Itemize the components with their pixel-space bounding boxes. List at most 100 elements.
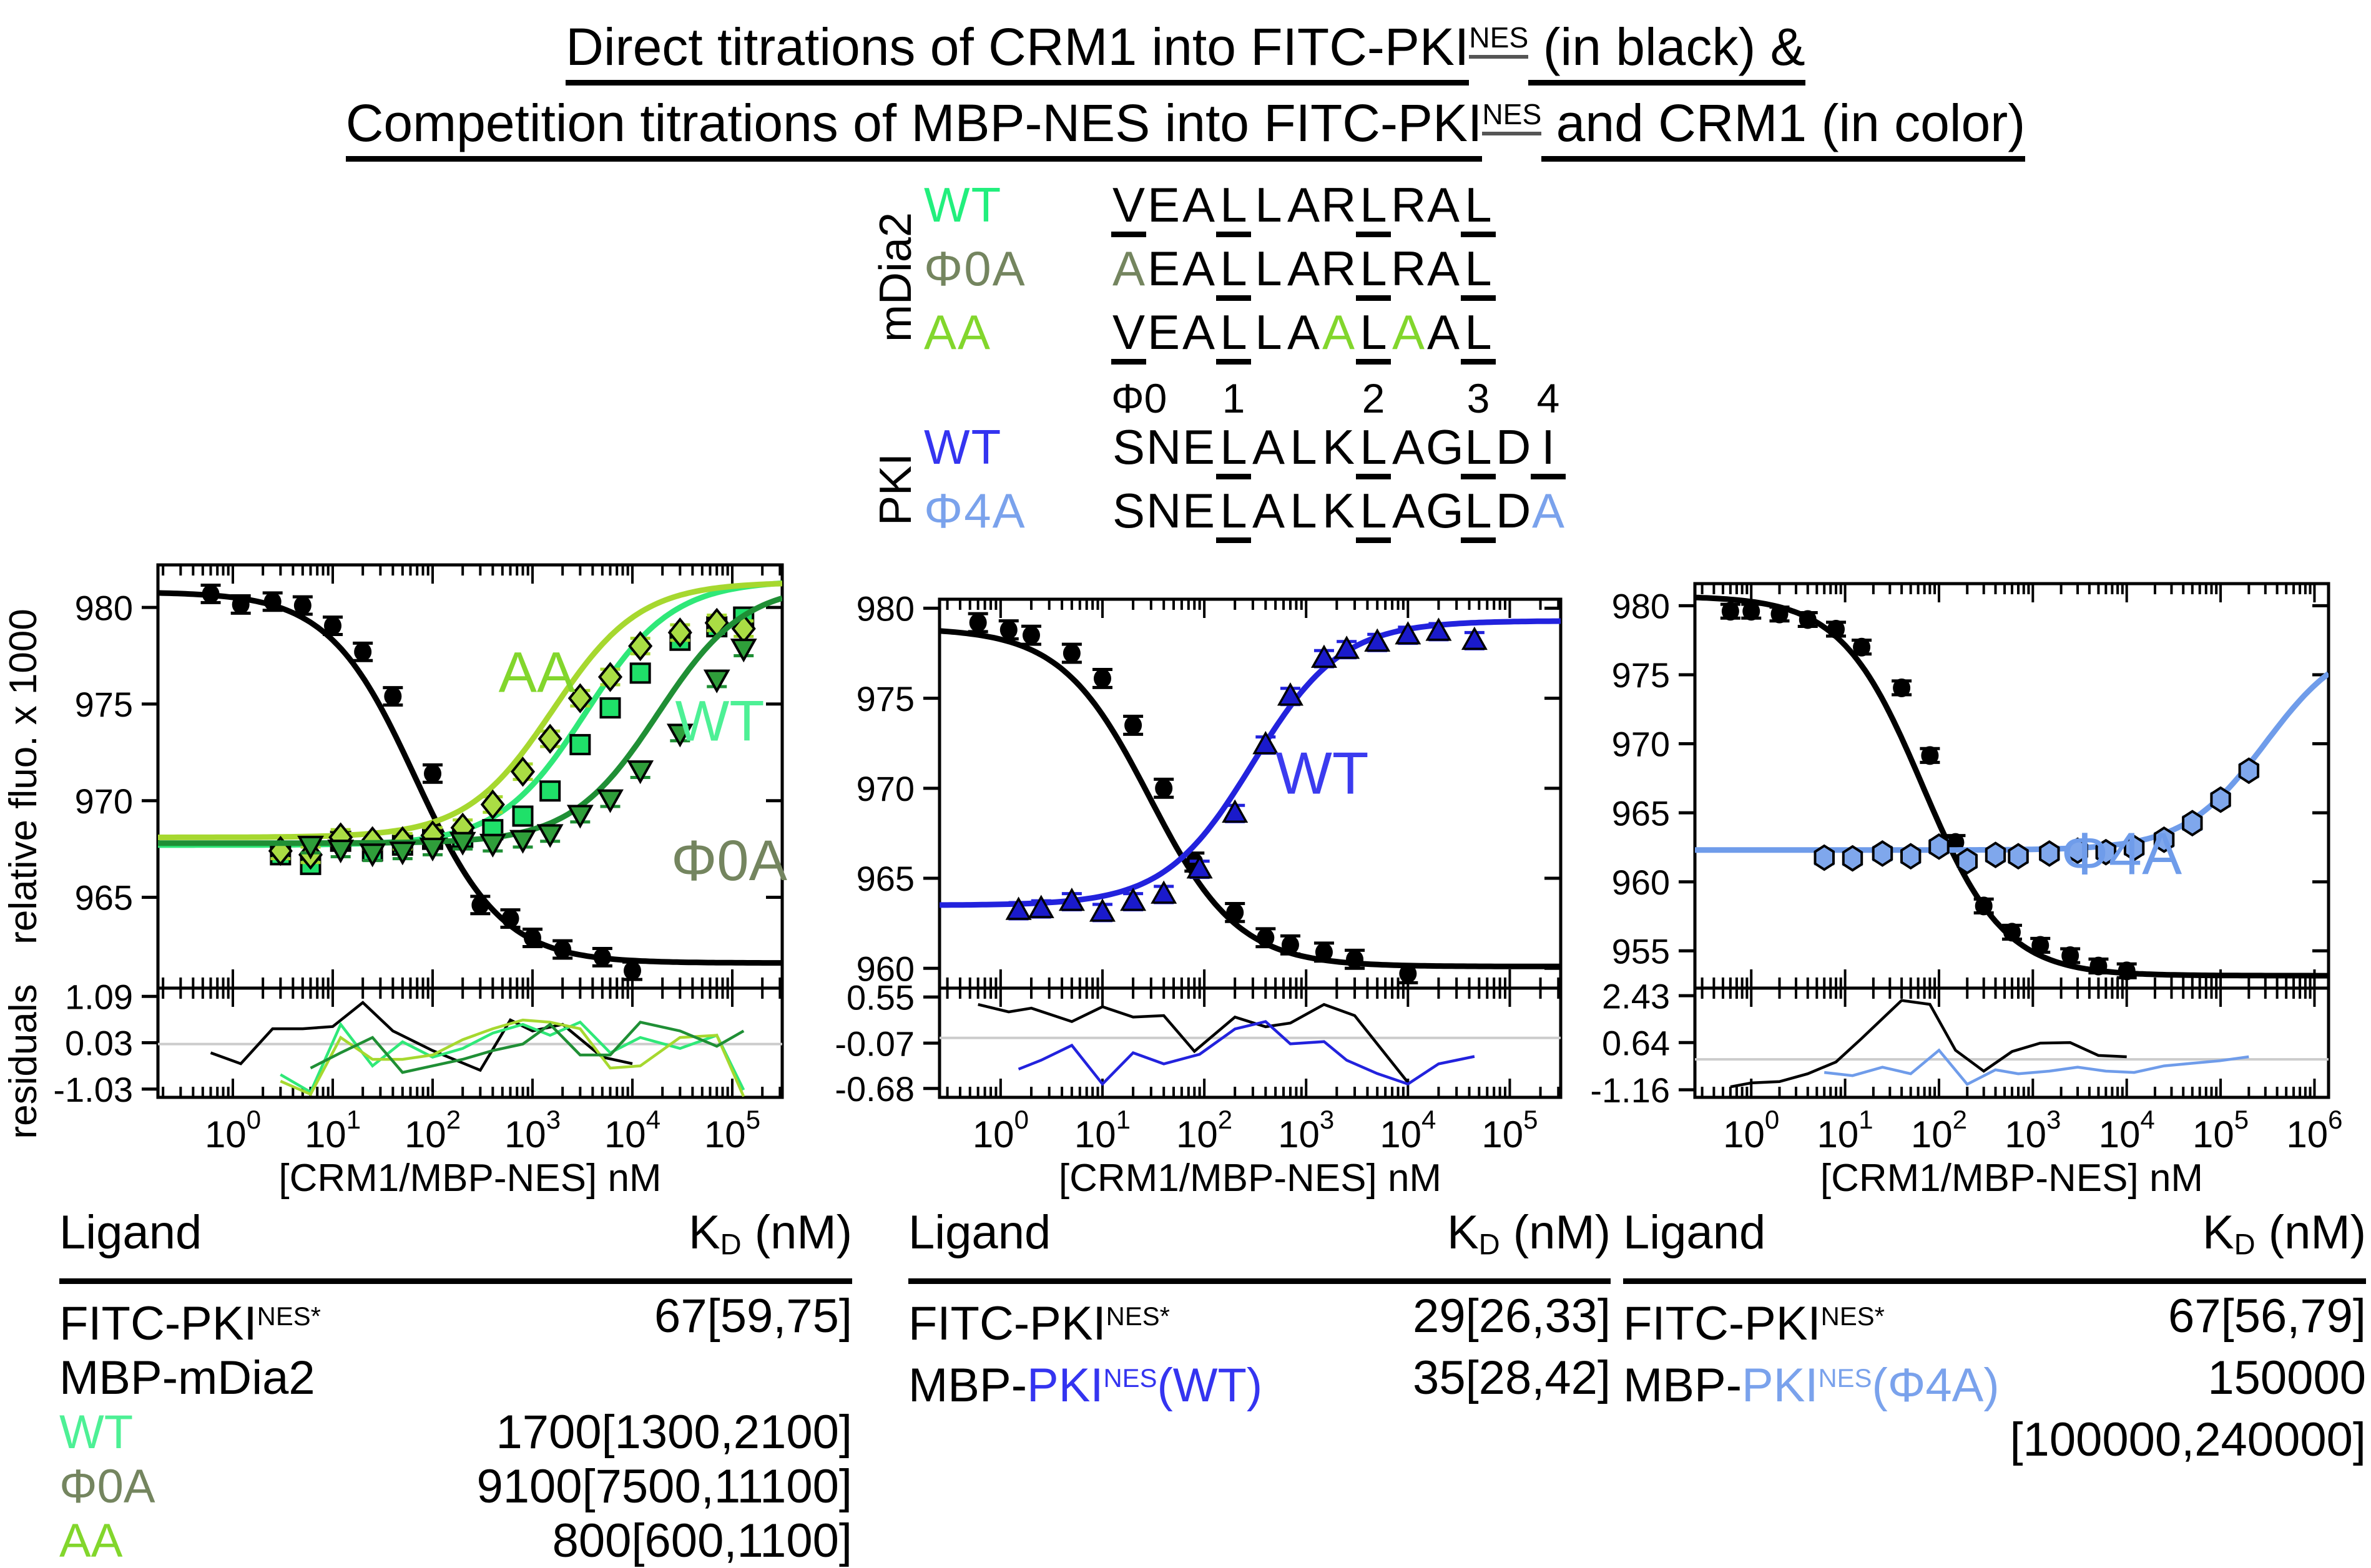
plot-panel-0: 965 970 975 980 1.09 0.03 -1.03 100 101 102 103 104… — [2, 563, 788, 1200]
residue-E: E — [1147, 305, 1181, 360]
sequence-variant-label: AA — [924, 305, 992, 360]
residue-L: L — [1255, 241, 1282, 296]
title-line2-pre: Competition titrations of MBP-NES into F… — [345, 94, 1483, 162]
data-point-triangle-down — [297, 835, 324, 860]
residue-L: L — [1356, 178, 1391, 237]
residue-A: A — [1392, 305, 1425, 360]
data-point-triangle-down — [479, 833, 506, 858]
x-axis-label: [CRM1/MBP-NES] nM — [1059, 1157, 1441, 1200]
x-tick-label: 102 — [1176, 1105, 1232, 1155]
data-point-triangle-down — [597, 789, 624, 813]
data-point-hexagon — [2095, 838, 2117, 866]
data-point-triangle-up — [1364, 628, 1391, 652]
y-tick-label: 980 — [857, 589, 915, 629]
kd-column-header: KD (nM) — [1447, 1206, 1611, 1271]
data-point-circle — [1226, 903, 1244, 922]
x-tick-marks — [946, 599, 1560, 1097]
table-row: MBP-mDia2 — [59, 1351, 852, 1405]
residue-R: R — [1321, 177, 1357, 232]
residue-L: L — [1216, 484, 1251, 543]
data-point-circle — [524, 928, 541, 948]
residue-A: A — [1426, 241, 1460, 296]
y-tick-label: 975 — [857, 679, 915, 718]
x-tick-label: 105 — [2192, 1105, 2249, 1155]
data-point-diamond — [597, 662, 623, 692]
data-point-circle — [354, 642, 372, 662]
data-point-triangle-down — [703, 669, 730, 693]
sequence-row-wt: WT VEA L L ARLRA L — [924, 177, 1496, 239]
kd-symbol: K — [688, 1206, 720, 1259]
x-tick-marks — [162, 565, 782, 1097]
kd-column-header: KD (nM) — [689, 1206, 852, 1271]
kd-value-cell: 800[600,1100] — [552, 1514, 852, 1568]
x-tick-label: 100 — [973, 1105, 1029, 1155]
residue-L: L — [1216, 178, 1251, 237]
residue-L: L — [1461, 178, 1496, 237]
data-point-hexagon — [1872, 840, 1893, 867]
residue-L: L — [1461, 484, 1496, 543]
table-header-rule — [1623, 1278, 2366, 1285]
residue-A: A — [1426, 305, 1460, 360]
series-fitc-pki-direct — [158, 584, 782, 981]
series-inplot-label-WT: WT — [1275, 740, 1368, 807]
data-point-circle — [1893, 678, 1911, 697]
residue-N: N — [1146, 419, 1182, 474]
kd-table-mdia2: Ligand KD (nM) FITC-PKINES* 67[59,75] MBP-mD… — [59, 1206, 852, 1568]
residue-E: E — [1182, 419, 1215, 474]
data-point-hexagon — [2008, 843, 2029, 870]
data-point-circle — [1315, 943, 1333, 962]
ligand-cell: Φ0A — [59, 1459, 155, 1514]
title-line1-pre: Direct titrations of CRM1 into FITC-PKI — [566, 17, 1470, 86]
kd-table-pki-phi4a: Ligand KD (nM) FITC-PKINES* 67[56,79] MBP-PK… — [1623, 1206, 2366, 1467]
data-point-circle — [1742, 602, 1760, 621]
data-point-circle — [1281, 935, 1299, 954]
x-tick-label: 103 — [504, 1105, 561, 1155]
data-point-circle — [593, 948, 611, 967]
data-point-circle — [1346, 949, 1364, 969]
data-point-triangle-down — [627, 760, 654, 785]
title-line1-post: (in black) & — [1528, 17, 1805, 86]
ligand-text-part: NES — [1818, 1363, 1872, 1393]
title-line1-superscript: NES — [1469, 21, 1529, 59]
data-point-circle — [1155, 778, 1173, 798]
data-point-hexagon — [2039, 840, 2060, 867]
y-tick-label: 975 — [1612, 655, 1670, 695]
data-point-hexagon — [2067, 837, 2088, 865]
ligand-text-part: NES* — [1106, 1301, 1170, 1331]
residue-G: G — [1426, 419, 1464, 474]
kd-value-cell: 67[56,79] — [2168, 1290, 2366, 1343]
x-tick-label: 102 — [1911, 1105, 1967, 1155]
data-point-diamond — [667, 617, 692, 648]
y-tick-label: 965 — [1612, 793, 1670, 833]
data-point-triangle-up — [1058, 887, 1085, 911]
residue-L: L — [1356, 242, 1391, 301]
residue-N: N — [1146, 483, 1182, 538]
phi-position-4: 4 — [1536, 375, 1560, 421]
data-point-triangle-down — [389, 841, 416, 866]
data-point-hexagon — [2210, 786, 2231, 813]
figure-title: Direct titrations of CRM1 into FITC-PKIN… — [0, 4, 2371, 162]
title-line-2: Competition titrations of MBP-NES into F… — [0, 81, 2371, 162]
residual-trace-mbp-mdia2-phi0a — [310, 1021, 745, 1074]
x-axis: 100 101 102 103 104 105 [CRM1/MBP-NES] nM — [205, 1105, 760, 1200]
residue-D: D — [1496, 419, 1531, 474]
residue-L: L — [1216, 305, 1251, 365]
kd-symbol: K — [2202, 1206, 2234, 1259]
residue-L: L — [1255, 177, 1282, 232]
data-point-triangle-down — [419, 838, 446, 862]
data-point-diamond — [510, 757, 536, 787]
series-mbp-mdia2-phi0a — [158, 595, 782, 868]
data-point-circle — [293, 596, 312, 615]
ligand-text-part: FITC-PKI — [1623, 1297, 1821, 1351]
residue-R: R — [1321, 241, 1357, 296]
table-row: Φ0A 9100[7500,11100] — [59, 1459, 852, 1514]
data-point-circle — [2061, 946, 2079, 966]
residue-A: A — [1252, 419, 1285, 474]
kd-value-cell: 1700[1300,2100] — [496, 1406, 852, 1459]
series-inplot-label-AA: AA — [499, 640, 576, 704]
sequence-row-wt: WT SNE L A L K L AGLD I — [924, 419, 1566, 481]
ligand-text-part: NES — [1103, 1363, 1157, 1393]
data-point-circle — [1921, 746, 1939, 765]
residual-tick-label: -1.03 — [53, 1070, 133, 1109]
